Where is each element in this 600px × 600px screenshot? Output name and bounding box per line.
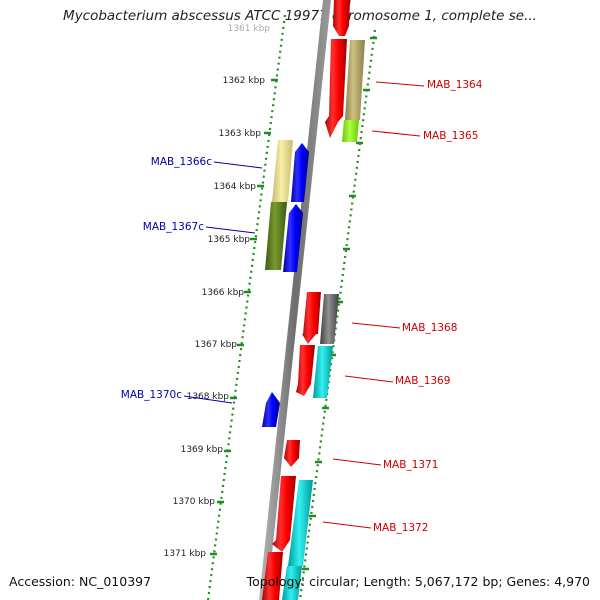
tick-label-1361: 1361 kbp xyxy=(228,24,271,34)
gene-label-mab-1367c[interactable]: MAB_1367c xyxy=(143,221,204,233)
leader-mab-1368 xyxy=(351,322,401,329)
tick-label-1364: 1364 kbp xyxy=(214,182,257,192)
gene-track-forward xyxy=(262,0,365,600)
tick-label-1363: 1363 kbp xyxy=(219,129,262,139)
gene-label-mab-1372[interactable]: MAB_1372 xyxy=(373,522,428,534)
gene-mab-1367c[interactable] xyxy=(265,202,287,270)
gene-red-top[interactable] xyxy=(333,0,350,36)
leader-mab-1366c xyxy=(213,161,263,169)
map-title: Mycobacterium abscessus ATCC 19977 chrom… xyxy=(63,8,537,24)
gene-cyan-bottom[interactable] xyxy=(282,566,302,600)
tick-label-1362: 1362 kbp xyxy=(223,76,266,86)
gene-mab-1372-companion[interactable] xyxy=(288,480,313,566)
chromosome-backbone xyxy=(259,0,331,600)
gene-mab-1364[interactable] xyxy=(325,39,347,138)
tick-label-1369: 1369 kbp xyxy=(181,445,224,455)
gene-mab-1371[interactable] xyxy=(284,440,300,467)
gene-red-bottom[interactable] xyxy=(262,552,283,600)
tick-label-1371: 1371 kbp xyxy=(164,549,207,559)
leader-mab-1367c xyxy=(205,226,256,234)
gene-mab-1367c-companion[interactable] xyxy=(283,204,303,272)
leader-mab-1371 xyxy=(332,458,382,466)
gene-mab-1364-companion[interactable] xyxy=(345,40,365,120)
gene-track-reverse xyxy=(262,140,309,427)
gene-label-mab-1369[interactable]: MAB_1369 xyxy=(395,375,450,387)
leader-mab-1364 xyxy=(375,81,425,87)
gene-label-mab-1365[interactable]: MAB_1365 xyxy=(423,130,478,142)
gene-label-mab-1370c[interactable]: MAB_1370c xyxy=(121,389,182,401)
gene-mab-1366c[interactable] xyxy=(272,140,293,202)
gene-mab-1369-companion[interactable] xyxy=(313,346,333,398)
gene-mab-1368[interactable] xyxy=(302,292,321,344)
leader-mab-1370c xyxy=(183,395,233,404)
gene-mab-1365[interactable] xyxy=(342,120,359,142)
outer-scale-rail xyxy=(206,14,287,600)
tick-label-1366: 1366 kbp xyxy=(202,288,245,298)
outer-rail-ticks xyxy=(210,78,278,556)
leader-mab-1372 xyxy=(322,521,372,529)
gene-label-mab-1368[interactable]: MAB_1368 xyxy=(402,322,457,334)
leader-mab-1369 xyxy=(344,375,394,383)
topology-summary: Topology: circular; Length: 5,067,172 bp… xyxy=(246,574,590,589)
tick-label-1370: 1370 kbp xyxy=(173,497,216,507)
gene-label-mab-1364[interactable]: MAB_1364 xyxy=(427,79,483,91)
gene-label-mab-1371[interactable]: MAB_1371 xyxy=(383,459,438,471)
tick-label-1365: 1365 kbp xyxy=(208,235,251,245)
tick-label-1368: 1368 kbp xyxy=(187,392,230,402)
gene-mab-1370c[interactable] xyxy=(262,392,280,427)
gene-mab-1372[interactable] xyxy=(272,476,296,552)
tick-label-1367: 1367 kbp xyxy=(195,340,238,350)
gene-label-mab-1366c[interactable]: MAB_1366c xyxy=(151,156,212,168)
leader-mab-1365 xyxy=(371,130,421,137)
gene-mab-1366c-companion[interactable] xyxy=(291,143,309,202)
gene-mab-1368-companion[interactable] xyxy=(320,294,339,344)
accession-text: Accession: NC_010397 xyxy=(9,574,152,589)
gene-mab-1369[interactable] xyxy=(296,345,315,396)
